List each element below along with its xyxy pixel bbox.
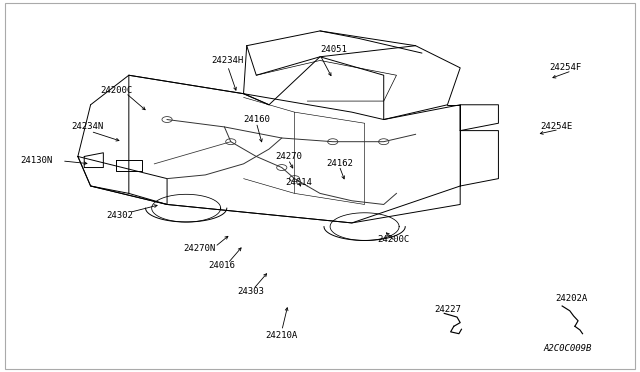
Text: 24162: 24162 bbox=[326, 159, 353, 169]
Text: 24016: 24016 bbox=[209, 261, 236, 270]
Text: 24200C: 24200C bbox=[100, 86, 132, 94]
Text: 24234N: 24234N bbox=[72, 122, 104, 131]
Text: 24014: 24014 bbox=[285, 178, 312, 187]
Text: 24227: 24227 bbox=[434, 305, 461, 314]
Text: 24254F: 24254F bbox=[549, 63, 582, 72]
Text: 24130N: 24130N bbox=[20, 155, 52, 165]
Text: 24051: 24051 bbox=[320, 45, 347, 54]
Text: 24303: 24303 bbox=[237, 287, 264, 296]
Text: 24270N: 24270N bbox=[183, 244, 215, 253]
Text: 24210A: 24210A bbox=[266, 331, 298, 340]
Text: 24200C: 24200C bbox=[378, 235, 410, 244]
Text: 24202A: 24202A bbox=[556, 294, 588, 303]
Text: A2C0C009B: A2C0C009B bbox=[543, 344, 591, 353]
Text: 24302: 24302 bbox=[106, 211, 133, 220]
Text: 24234H: 24234H bbox=[212, 56, 244, 65]
Text: 24254E: 24254E bbox=[540, 122, 572, 131]
Text: 24160: 24160 bbox=[244, 115, 271, 124]
Text: 24270: 24270 bbox=[275, 152, 302, 161]
